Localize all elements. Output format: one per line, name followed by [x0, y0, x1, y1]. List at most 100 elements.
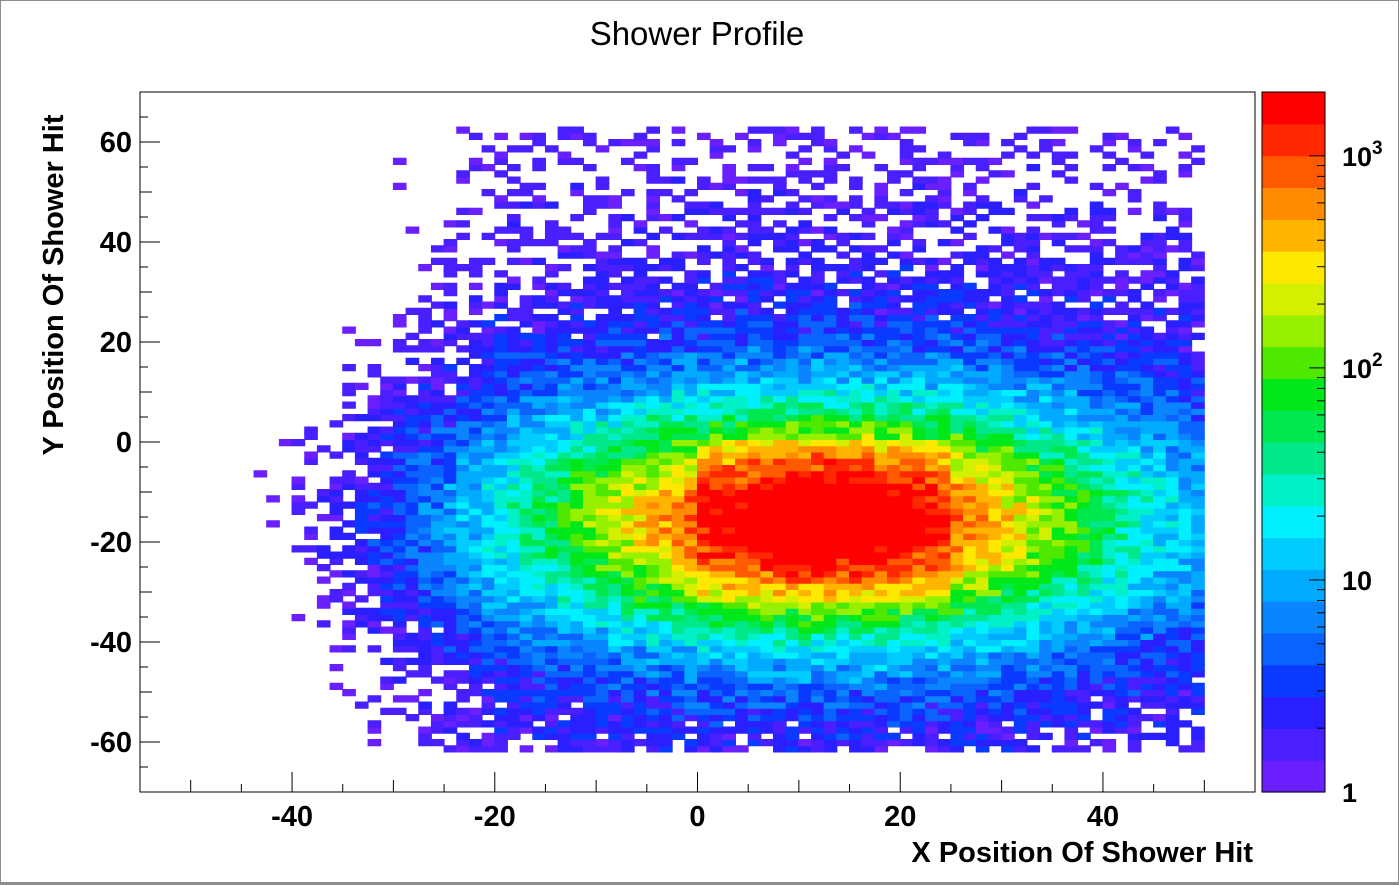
heatmap-cell — [1102, 739, 1117, 747]
heatmap-cell — [468, 426, 483, 434]
heatmap-cell — [506, 426, 521, 434]
heatmap-cell — [899, 595, 914, 603]
heatmap-cell — [418, 420, 432, 428]
heatmap-cell — [380, 514, 394, 522]
heatmap-cell — [266, 495, 280, 503]
heatmap-cell — [975, 632, 990, 640]
heatmap-cell — [874, 520, 889, 528]
heatmap-cell — [494, 470, 508, 478]
heatmap-cell — [874, 214, 889, 222]
heatmap-cell — [735, 307, 749, 315]
heatmap-cell — [405, 589, 420, 597]
heatmap-cell — [1102, 707, 1117, 715]
heatmap-cell — [671, 595, 686, 603]
heatmap-cell — [811, 307, 825, 315]
heatmap-cell — [595, 576, 610, 584]
heatmap-cell — [1077, 276, 1091, 284]
heatmap-cell — [671, 476, 686, 484]
heatmap-cell — [1051, 570, 1066, 578]
heatmap-cell — [684, 470, 698, 478]
heatmap-cell — [633, 570, 648, 578]
heatmap-cell — [697, 507, 711, 515]
heatmap-cell — [532, 301, 546, 309]
heatmap-cell — [722, 145, 737, 153]
heatmap-cell — [418, 526, 432, 534]
heatmap-cell — [887, 426, 901, 434]
heatmap-cell — [633, 714, 648, 722]
heatmap-cell — [1026, 632, 1041, 640]
heatmap-cell — [988, 170, 1003, 178]
heatmap-cell — [747, 439, 762, 447]
heatmap-cell — [811, 457, 825, 465]
heatmap-cell — [671, 345, 686, 353]
heatmap-cell — [380, 501, 394, 509]
heatmap-cell — [557, 532, 572, 540]
heatmap-cell — [582, 526, 597, 534]
heatmap-cell — [735, 245, 749, 253]
heatmap-cell — [798, 326, 813, 334]
heatmap-cell — [1039, 626, 1053, 634]
heatmap-cell — [557, 320, 572, 328]
heatmap-cell — [950, 632, 965, 640]
heatmap-cell — [937, 739, 952, 747]
heatmap-cell — [1102, 464, 1117, 472]
heatmap-cell — [1089, 370, 1104, 378]
heatmap-cell — [494, 132, 508, 140]
heatmap-cell — [773, 645, 787, 653]
heatmap-cell — [684, 351, 698, 359]
heatmap-cell — [1026, 601, 1041, 609]
heatmap-cell — [811, 351, 825, 359]
heatmap-cell — [950, 732, 965, 740]
heatmap-cell — [785, 307, 800, 315]
heatmap-cell — [671, 664, 686, 672]
heatmap-cell — [506, 376, 521, 384]
heatmap-cell — [506, 464, 521, 472]
heatmap-cell — [937, 601, 952, 609]
heatmap-cell — [899, 232, 914, 240]
heatmap-cell — [494, 689, 508, 697]
heatmap-cell — [582, 539, 597, 547]
heatmap-cell — [747, 526, 762, 534]
heatmap-cell — [620, 326, 635, 334]
heatmap-cell — [532, 582, 546, 590]
heatmap-cell — [595, 295, 610, 303]
heatmap-cell — [785, 164, 800, 172]
heatmap-cell — [811, 626, 825, 634]
heatmap-cell — [519, 470, 534, 478]
heatmap-cell — [963, 451, 977, 459]
heatmap-cell — [760, 526, 775, 534]
heatmap-cell — [506, 357, 521, 365]
heatmap-cell — [950, 395, 965, 403]
heatmap-cell — [963, 251, 977, 259]
heatmap-cell — [849, 732, 863, 740]
heatmap-cell — [658, 314, 673, 322]
heatmap-cell — [899, 151, 914, 159]
heatmap-cell — [430, 432, 445, 440]
heatmap-cell — [735, 232, 749, 240]
heatmap-cell — [658, 595, 673, 603]
heatmap-cell — [1013, 682, 1028, 690]
heatmap-cell — [671, 607, 686, 615]
heatmap-cell — [481, 482, 496, 490]
heatmap-cell — [392, 345, 407, 353]
heatmap-cell — [468, 432, 483, 440]
heatmap-cell — [798, 726, 813, 734]
heatmap-cell — [392, 564, 407, 572]
heatmap-cell — [380, 476, 394, 484]
heatmap-cell — [937, 501, 952, 509]
heatmap-cell — [658, 657, 673, 665]
heatmap-cell — [481, 439, 496, 447]
heatmap-cell — [874, 582, 889, 590]
heatmap-cell — [544, 664, 559, 672]
heatmap-cell — [937, 276, 952, 284]
heatmap-cell — [747, 339, 762, 347]
heatmap-cell — [646, 514, 660, 522]
heatmap-cell — [595, 514, 610, 522]
heatmap-cell — [1064, 426, 1079, 434]
heatmap-cell — [671, 532, 686, 540]
heatmap-cell — [887, 270, 901, 278]
heatmap-cell — [785, 420, 800, 428]
heatmap-cell — [684, 432, 698, 440]
heatmap-cell — [658, 326, 673, 334]
heatmap-cell — [925, 689, 939, 697]
